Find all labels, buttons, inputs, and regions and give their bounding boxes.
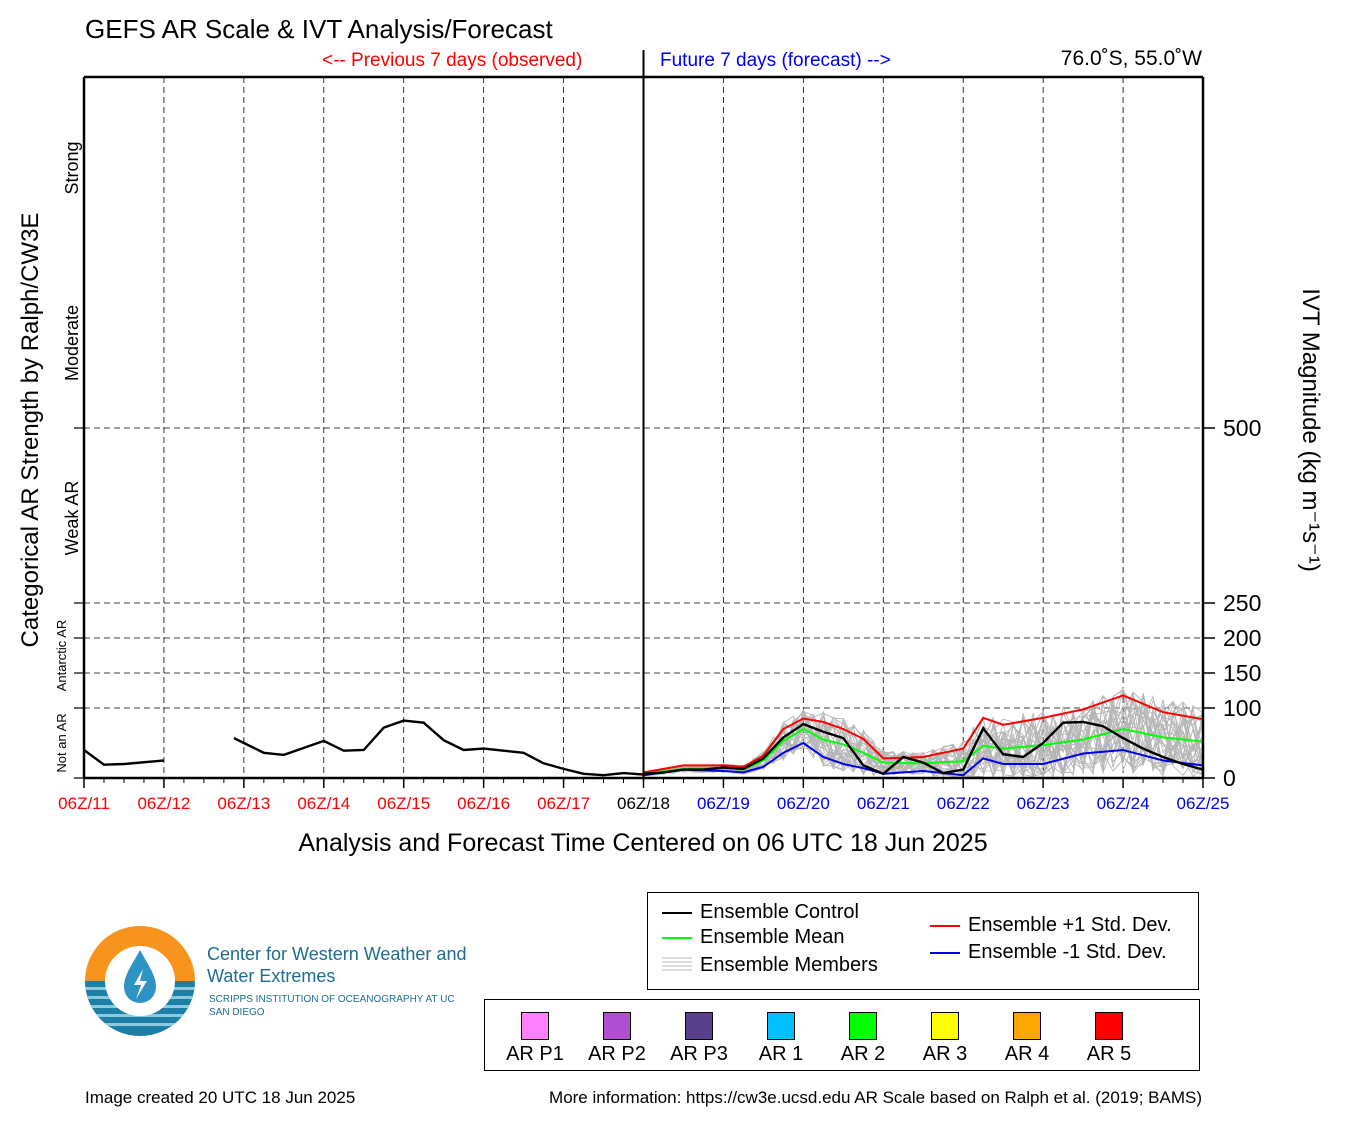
more-info-text: More information: https://cw3e.ucsd.edu … — [549, 1088, 1202, 1107]
legend-swatch-minus-std — [930, 951, 960, 954]
members-swatch-icon — [662, 957, 692, 971]
series-ensemble-1-std-dev-line — [643, 741, 1204, 777]
ar-scale-item: AR P2 — [572, 1012, 662, 1066]
org-name: Center for Western Weather and Water Ext… — [207, 944, 467, 986]
ar-scale-swatch — [521, 1012, 549, 1040]
observed-ivt-line — [233, 719, 644, 777]
ar-scale-item: AR 5 — [1064, 1012, 1154, 1066]
ar-scale-item: AR 4 — [982, 1012, 1072, 1066]
legend-item-members: Ensemble Members — [662, 954, 878, 977]
ar-scale-legend: AR P1 AR P2 AR P3 AR 1 AR 2 AR 3 AR 4 AR 5 — [484, 999, 1200, 1071]
legend-label-mean: Ensemble Mean — [700, 926, 845, 948]
ar-scale-swatch — [603, 1012, 631, 1040]
chart-title: GEFS AR Scale & IVT Analysis/Forecast — [85, 14, 553, 44]
legend-item-control: Ensemble Control — [662, 901, 859, 924]
ar-scale-swatch — [1013, 1012, 1041, 1040]
cw3e-logo-icon — [85, 926, 195, 1036]
y-tick-label: 100 — [1223, 695, 1261, 721]
y-tick-label: 150 — [1223, 660, 1261, 686]
ar-scale-item: AR P1 — [490, 1012, 580, 1066]
location-label: 76.0˚S, 55.0˚W — [1060, 47, 1202, 70]
legend-item-plus-std: Ensemble +1 Std. Dev. — [930, 914, 1172, 937]
legend-swatch-control — [662, 911, 692, 914]
x-tick-label: 06Z/23 — [1017, 794, 1070, 813]
x-tick-label: 06Z/24 — [1097, 794, 1150, 813]
series-layer — [83, 694, 1204, 777]
x-tick-label: 06Z/21 — [857, 794, 910, 813]
y-tick-label: 200 — [1223, 625, 1261, 651]
legend-label-minus-std: Ensemble -1 Std. Dev. — [968, 941, 1167, 963]
legend-label-members: Ensemble Members — [700, 954, 878, 976]
ar-scale-label: AR P3 — [670, 1043, 728, 1065]
y-tick-label: 0 — [1223, 765, 1236, 791]
series-ensemble-1-std-dev-line — [643, 694, 1204, 774]
observed-ivt-line — [83, 749, 165, 766]
legend-label-plus-std: Ensemble +1 Std. Dev. — [968, 914, 1172, 936]
x-tick-label: 06Z/22 — [937, 794, 990, 813]
category-label: Strong — [62, 141, 82, 194]
legend-label-control: Ensemble Control — [700, 901, 859, 923]
ar-scale-label: AR 4 — [1004, 1043, 1050, 1065]
x-tick-label: 06Z/11 — [58, 794, 110, 813]
x-tick-label: 06Z/18 — [617, 794, 670, 813]
ar-scale-item: AR 2 — [818, 1012, 908, 1066]
legend-swatch-mean — [662, 936, 692, 939]
ar-scale-label: AR 3 — [922, 1043, 968, 1065]
org-subtitle: SCRIPPS INSTITUTION OF OCEANOGRAPHY AT U… — [209, 994, 455, 1018]
y-tick-label: 250 — [1223, 590, 1261, 616]
category-label: Weak AR — [62, 481, 82, 556]
grid-layer — [84, 77, 1203, 778]
x-tick-label: 06Z/20 — [777, 794, 830, 813]
ar-scale-label: AR 1 — [758, 1043, 804, 1065]
legend-swatch-plus-std — [930, 924, 960, 927]
created-timestamp: Image created 20 UTC 18 Jun 2025 — [85, 1088, 356, 1107]
x-tick-label: 06Z/25 — [1177, 794, 1230, 813]
legend-swatch-members — [662, 954, 692, 977]
ar-scale-swatch — [685, 1012, 713, 1040]
x-tick-label: 06Z/15 — [377, 794, 430, 813]
ar-scale-label: AR P1 — [506, 1043, 564, 1065]
y-tick-label: 500 — [1223, 415, 1261, 441]
x-tick-label: 06Z/14 — [297, 794, 350, 813]
x-axis-title: Analysis and Forecast Time Centered on 0… — [298, 829, 987, 857]
series-ensemble-control-line — [643, 720, 1204, 776]
x-tick-label: 06Z/13 — [217, 794, 270, 813]
ar-scale-item: AR 3 — [900, 1012, 990, 1066]
category-label: Not an AR — [54, 713, 69, 772]
legend-item-minus-std: Ensemble -1 Std. Dev. — [930, 941, 1167, 964]
y-axis-right-title: IVT Magnitude (kg m⁻¹s⁻¹) — [1297, 288, 1324, 572]
legend-item-mean: Ensemble Mean — [662, 926, 845, 949]
ivt-chart: 06Z/11 06Z/12 06Z/13 06Z/14 06Z/15 06Z/16 06Z/… — [17, 50, 1324, 857]
ar-scale-swatch — [1095, 1012, 1123, 1040]
ar-scale-swatch — [767, 1012, 795, 1040]
ar-scale-item: AR 1 — [736, 1012, 826, 1066]
axes-layer: 06Z/11 06Z/12 06Z/13 06Z/14 06Z/15 06Z/16 06Z/… — [54, 50, 1261, 813]
x-tick-label: 06Z/12 — [137, 794, 190, 813]
legend: Ensemble Control Ensemble Mean Ensemble … — [647, 892, 1199, 990]
x-tick-label: 06Z/17 — [537, 794, 590, 813]
x-tick-label: 06Z/19 — [697, 794, 750, 813]
ar-scale-label: AR P2 — [588, 1043, 646, 1065]
future-period-label: Future 7 days (forecast) --> — [660, 50, 891, 71]
category-label: Antarctic AR — [54, 620, 69, 692]
ar-scale-label: AR 2 — [840, 1043, 886, 1065]
previous-period-label: <-- Previous 7 days (observed) — [322, 50, 583, 71]
ar-scale-swatch — [931, 1012, 959, 1040]
y-axis-left-title: Categorical AR Strength by Ralph/CW3E — [17, 213, 44, 648]
x-tick-label: 06Z/16 — [457, 794, 510, 813]
ar-scale-item: AR P3 — [654, 1012, 744, 1066]
category-label: Moderate — [62, 305, 82, 381]
ar-scale-swatch — [849, 1012, 877, 1040]
ar-scale-label: AR 5 — [1086, 1043, 1132, 1065]
